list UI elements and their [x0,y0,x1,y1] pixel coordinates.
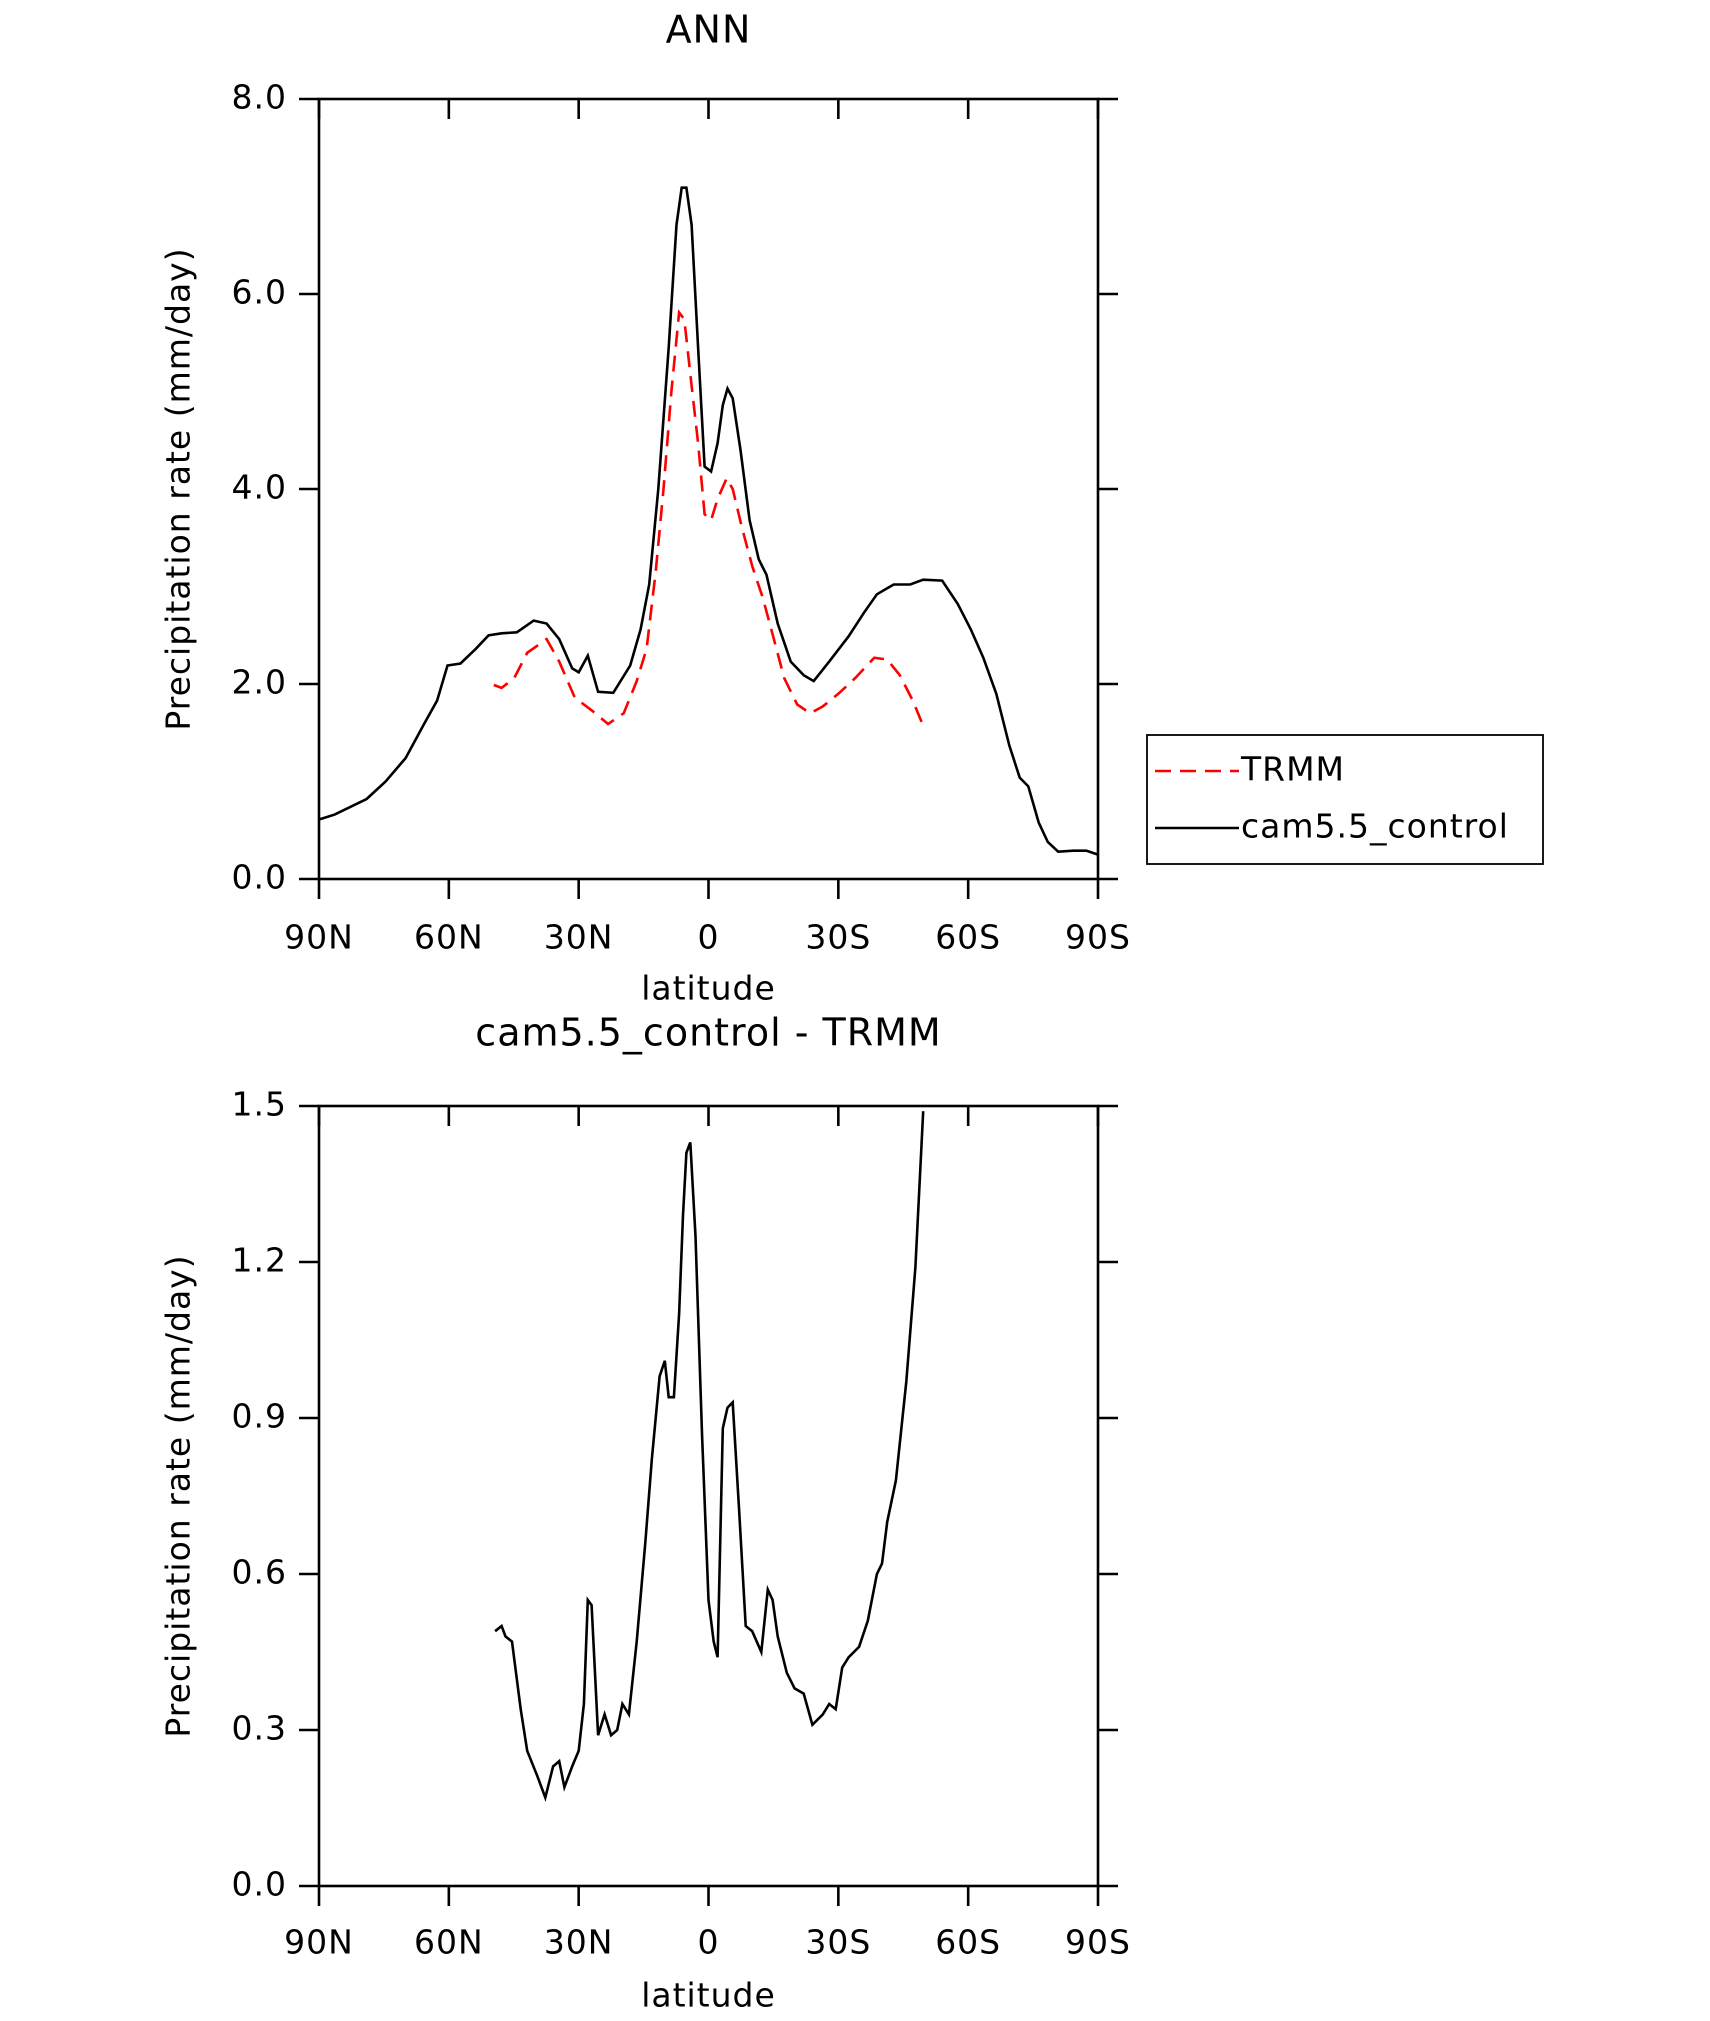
x-tick-label: 30S [805,1923,871,1962]
chart-title: ANN [666,8,752,52]
x-tick-label: 30N [544,1923,614,1962]
plot-frame [317,97,1100,881]
x-tick-label: 60S [935,1923,1001,1962]
y-tick-label: 6.0 [232,273,287,312]
x-tick-label: 90S [1065,918,1131,957]
y-tick-label: 8.0 [232,78,287,117]
chart-title: cam5.5_control - TRMM [475,1011,941,1055]
legend: TRMM cam5.5_control [1146,734,1544,865]
y-axis-title: Precipitation rate (mm/day) [159,1254,198,1737]
x-tick-label: 30S [805,918,871,957]
x-axis-title: latitude [641,969,776,1008]
x-tick-label: 0 [698,918,720,957]
y-tick-label: 1.2 [232,1241,287,1280]
x-tick-label: 90N [284,918,354,957]
x-axis-title: latitude [641,1976,776,2015]
data-line [494,1111,925,1802]
y-axis-title: Precipitation rate (mm/day) [159,247,198,730]
x-tick-label: 0 [698,1923,720,1962]
x-tick-label: 60N [414,918,484,957]
data-line [318,186,1099,856]
x-tick-label: 30N [544,918,614,957]
x-tick-label: 60N [414,1923,484,1962]
chart-panel: ANN latitude Precipitation rate (mm/day) 0.… [159,8,1544,1008]
legend-label: TRMM [1240,750,1345,789]
y-tick-label: 0.6 [232,1553,287,1592]
y-tick-label: 0.0 [232,858,287,897]
y-tick-label: 0.0 [232,1865,287,1904]
x-tick-label: 90S [1065,1923,1131,1962]
legend-label: cam5.5_control [1241,807,1509,846]
data-line [493,309,925,727]
chart-panel: cam5.5_control - TRMM latitude Precipitati… [159,1011,1131,2015]
plot-frame [317,1104,1100,1888]
y-tick-label: 0.9 [232,1397,287,1436]
y-tick-label: 2.0 [232,663,287,702]
y-tick-label: 0.3 [232,1709,287,1748]
y-tick-label: 4.0 [232,468,287,507]
legend-box [1146,734,1544,865]
x-tick-label: 60S [935,918,1001,957]
x-tick-label: 90N [284,1923,354,1962]
y-tick-label: 1.5 [232,1085,287,1124]
